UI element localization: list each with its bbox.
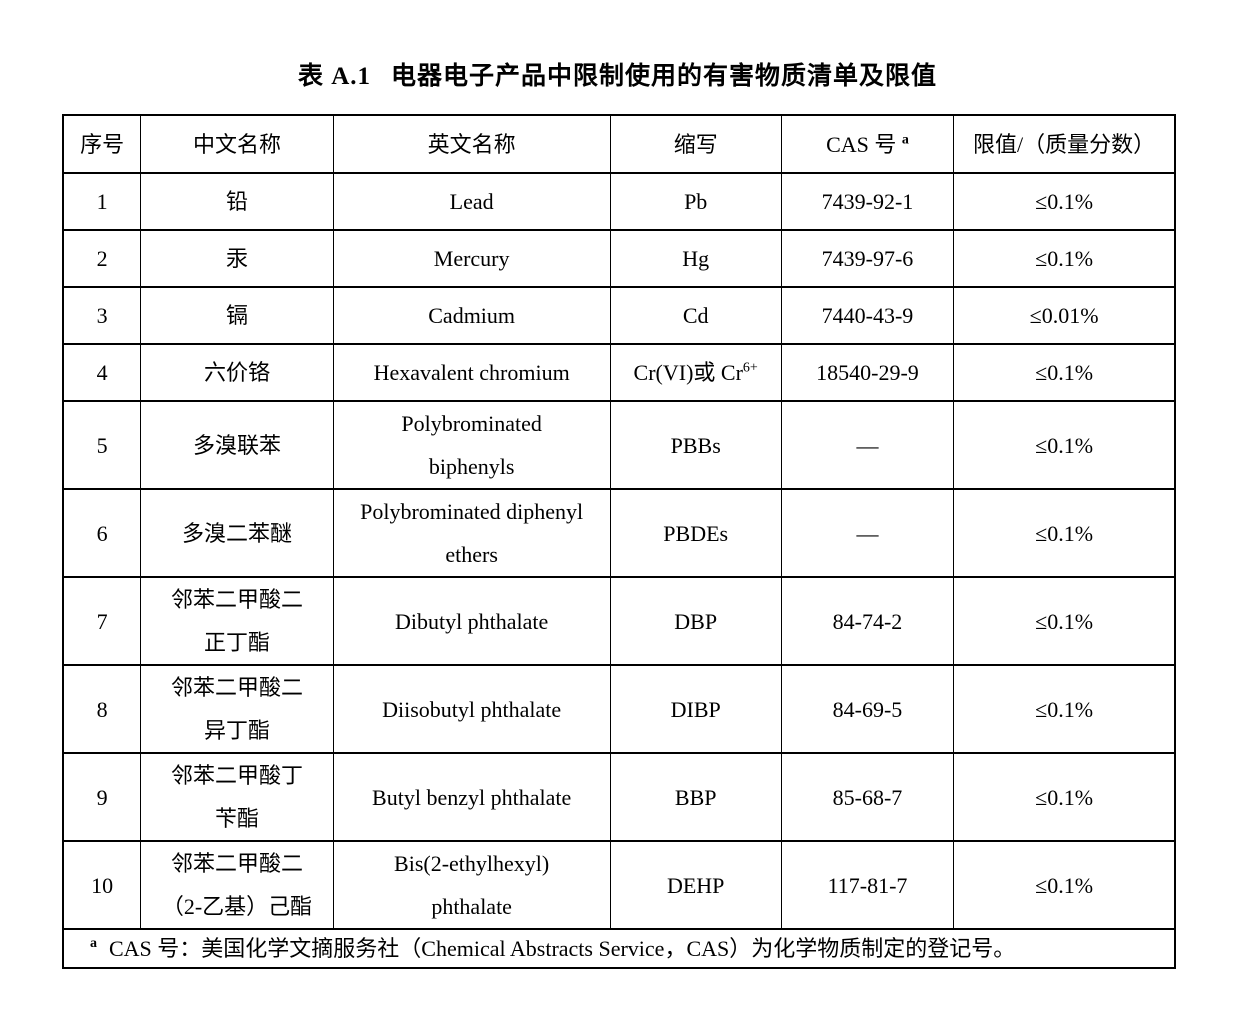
cell-english-name: Dibutyl phthalate [332,576,611,666]
cas-header-superscript: a [901,132,909,148]
cell-seq: 6 [62,488,142,578]
table-row: 5 多溴联苯 Polybrominated biphenyls PBBs — ≤… [62,400,1176,490]
cell-chinese-name: 邻苯二甲酸二 （2-乙基）己酯 [140,840,334,930]
cell-abbreviation: Hg [609,229,782,288]
cell-cas: 117-81-7 [780,840,955,930]
cell-english-name: Diisobutyl phthalate [332,664,611,754]
hazardous-substances-table: 序号 中文名称 英文名称 缩写 CAS 号 a 限值/（质量分数） 1 铅 Le… [62,114,1176,969]
cell-chinese-name: 邻苯二甲酸丁 苄酯 [140,752,334,842]
cell-limit: ≤0.1% [953,172,1176,231]
column-header-seq: 序号 [62,114,142,174]
column-header-cas: CAS 号 a [780,114,955,174]
cell-limit: ≤0.1% [953,488,1176,578]
cell-english-name: Hexavalent chromium [332,343,611,402]
cell-abbreviation: Cd [609,286,782,345]
footnote-cell: a CAS 号：美国化学文摘服务社（Chemical Abstracts Serv… [62,928,1176,969]
cell-chinese-name: 汞 [140,229,334,288]
column-header-chinese-name: 中文名称 [140,114,334,174]
cell-cas: 7439-97-6 [780,229,955,288]
cell-abbreviation: DIBP [609,664,782,754]
cell-cas: — [780,488,955,578]
cell-limit: ≤0.1% [953,229,1176,288]
cell-abbreviation: PBBs [609,400,782,490]
table-row: 3 镉 Cadmium Cd 7440-43-9 ≤0.01% [62,286,1176,345]
cell-limit: ≤0.1% [953,664,1176,754]
cell-limit: ≤0.1% [953,840,1176,930]
cell-chinese-name: 邻苯二甲酸二 异丁酯 [140,664,334,754]
cell-seq: 3 [62,286,142,345]
cell-cas: 7439-92-1 [780,172,955,231]
footnote-text: CAS 号：美国化学文摘服务社（Chemical Abstracts Servi… [109,935,1016,961]
cell-english-name: Polybrominated biphenyls [332,400,611,490]
cell-seq: 4 [62,343,142,402]
cell-limit: ≤0.1% [953,343,1176,402]
cell-english-name: Mercury [332,229,611,288]
cell-english-name: Lead [332,172,611,231]
table-row: 1 铅 Lead Pb 7439-92-1 ≤0.1% [62,172,1176,231]
cell-seq: 5 [62,400,142,490]
cell-abbreviation: Cr(VI)或 Cr6+ [609,343,782,402]
cell-seq: 1 [62,172,142,231]
cell-abbreviation: BBP [609,752,782,842]
table-row: 4 六价铬 Hexavalent chromium Cr(VI)或 Cr6+ 1… [62,343,1176,402]
table-row: 2 汞 Mercury Hg 7439-97-6 ≤0.1% [62,229,1176,288]
cell-chinese-name: 镉 [140,286,334,345]
cell-cas: 85-68-7 [780,752,955,842]
table-header-row: 序号 中文名称 英文名称 缩写 CAS 号 a 限值/（质量分数） [62,114,1176,174]
column-header-limit: 限值/（质量分数） [953,114,1176,174]
cell-cas: 84-74-2 [780,576,955,666]
table-row: 7 邻苯二甲酸二 正丁酯 Dibutyl phthalate DBP 84-74… [62,576,1176,666]
cell-seq: 7 [62,576,142,666]
cell-abbreviation: DBP [609,576,782,666]
cell-cas: — [780,400,955,490]
cell-english-name: Bis(2-ethylhexyl) phthalate [332,840,611,930]
table-caption-label: 表 A.1 [297,63,372,90]
cell-chinese-name: 多溴二苯醚 [140,488,334,578]
cell-limit: ≤0.1% [953,752,1176,842]
cell-chinese-name: 邻苯二甲酸二 正丁酯 [140,576,334,666]
cell-limit: ≤0.1% [953,576,1176,666]
cell-chinese-name: 多溴联苯 [140,400,334,490]
cell-chinese-name: 铅 [140,172,334,231]
cell-limit: ≤0.1% [953,400,1176,490]
column-header-abbreviation: 缩写 [609,114,782,174]
abbreviation-text: Cr(VI)或 Cr [633,360,743,385]
table-row: 8 邻苯二甲酸二 异丁酯 Diisobutyl phthalate DIBP 8… [62,664,1176,754]
cell-cas: 18540-29-9 [780,343,955,402]
table-caption: 表 A.1 电器电子产品中限制使用的有害物质清单及限值 [0,56,1235,92]
cas-header-text: CAS 号 [826,131,897,157]
footnote-marker: a [90,936,97,952]
cell-seq: 2 [62,229,142,288]
table-footnote-row: a CAS 号：美国化学文摘服务社（Chemical Abstracts Serv… [62,928,1176,969]
table-caption-title: 电器电子产品中限制使用的有害物质清单及限值 [391,63,938,90]
cell-seq: 8 [62,664,142,754]
cell-english-name: Cadmium [332,286,611,345]
cell-abbreviation: PBDEs [609,488,782,578]
cell-cas: 7440-43-9 [780,286,955,345]
cell-cas: 84-69-5 [780,664,955,754]
cell-seq: 10 [62,840,142,930]
cell-seq: 9 [62,752,142,842]
cell-english-name: Polybrominated diphenyl ethers [332,488,611,578]
cell-chinese-name: 六价铬 [140,343,334,402]
cell-limit: ≤0.01% [953,286,1176,345]
cell-english-name: Butyl benzyl phthalate [332,752,611,842]
column-header-english-name: 英文名称 [332,114,611,174]
table-row: 6 多溴二苯醚 Polybrominated diphenyl ethers P… [62,488,1176,578]
cell-abbreviation: DEHP [609,840,782,930]
table-row: 10 邻苯二甲酸二 （2-乙基）己酯 Bis(2-ethylhexyl) pht… [62,840,1176,930]
table-row: 9 邻苯二甲酸丁 苄酯 Butyl benzyl phthalate BBP 8… [62,752,1176,842]
cell-abbreviation: Pb [609,172,782,231]
abbreviation-superscript: 6+ [742,360,758,376]
